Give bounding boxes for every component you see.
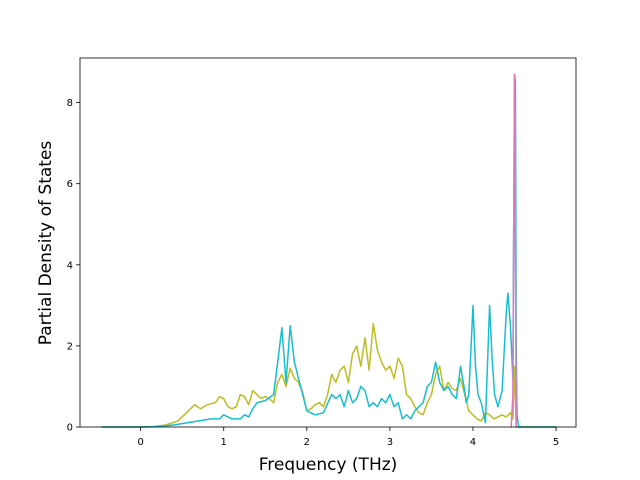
x-axis-title: Frequency (THz) <box>259 455 398 475</box>
x-tick-label: 3 <box>387 437 393 448</box>
series-line-3 <box>510 73 517 428</box>
x-tick-label: 1 <box>221 437 227 448</box>
y-axis-ticks: 0 2 4 6 8 <box>67 98 80 434</box>
x-tick-label: 0 <box>137 437 143 448</box>
y-tick-label: 0 <box>67 423 73 434</box>
x-tick-label: 4 <box>470 437 476 448</box>
series-line-2 <box>101 73 557 428</box>
plot-frame <box>79 57 577 428</box>
series-line-1 <box>101 322 557 428</box>
y-tick-label: 8 <box>67 98 73 109</box>
y-tick-label: 6 <box>67 179 73 190</box>
y-tick-label: 4 <box>67 260 73 271</box>
x-tick-label: 5 <box>553 437 559 448</box>
series-layer <box>101 73 557 428</box>
x-axis-ticks: 0 1 2 3 4 5 <box>137 427 559 448</box>
y-axis-title: Partial Density of States <box>36 141 56 346</box>
y-tick-label: 2 <box>67 341 73 352</box>
x-tick-label: 2 <box>304 437 310 448</box>
